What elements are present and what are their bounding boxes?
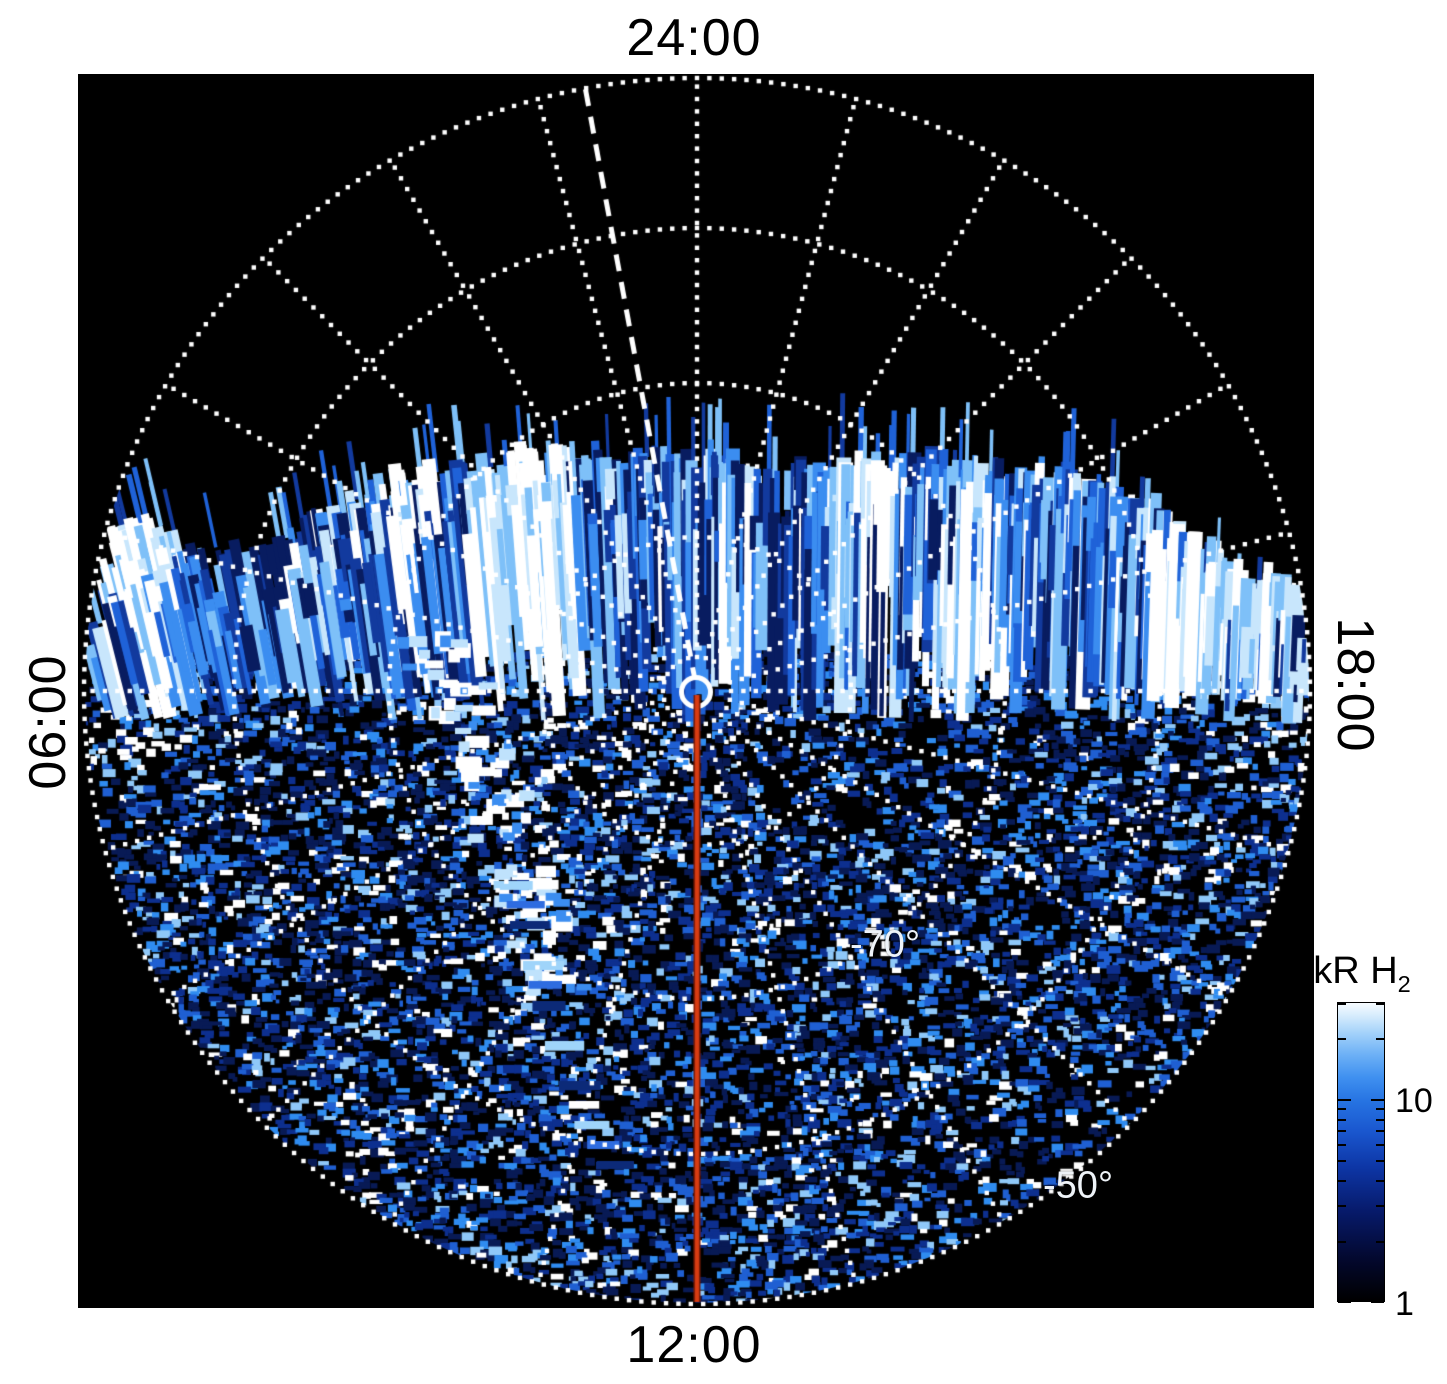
colorbar-tick (1376, 1108, 1384, 1111)
colorbar-tick (1338, 1301, 1351, 1303)
colorbar-tick (1338, 1143, 1346, 1146)
colorbar-tick (1376, 1037, 1384, 1040)
colorbar-title-subscript: 2 (1397, 970, 1411, 997)
colorbar-tick (1376, 1003, 1384, 1005)
colorbar-tick (1338, 1205, 1346, 1208)
colorbar-tick (1338, 1240, 1346, 1243)
colorbar-tick (1376, 1118, 1384, 1121)
colorbar-title-main: kR H (1313, 950, 1398, 993)
colorbar-tick (1376, 1205, 1384, 1208)
colorbar-tick (1371, 1301, 1384, 1303)
local-time-label-midnight: 24:00 (626, 9, 762, 67)
colorbar-tick-label: 1 (1395, 1285, 1414, 1323)
colorbar-tick (1338, 1130, 1346, 1133)
colorbar-tick (1371, 1098, 1384, 1101)
colorbar-tick-label: 10 (1395, 1081, 1433, 1120)
colorbar-tick (1338, 1179, 1346, 1182)
colorbar-tick (1376, 1143, 1384, 1146)
latitude-label: -50° (1042, 1164, 1114, 1207)
colorbar-tick (1338, 1160, 1346, 1163)
colorbar-gradient (1337, 1002, 1385, 1303)
local-time-label-noon: 12:00 (626, 1316, 762, 1374)
colorbar-tick (1376, 1240, 1384, 1243)
colorbar-tick (1376, 1160, 1384, 1163)
latitude-label: -70° (849, 923, 921, 966)
colorbar-tick (1338, 1108, 1346, 1111)
colorbar-tick (1338, 1098, 1351, 1101)
local-time-label-dusk: 18:00 (1326, 617, 1384, 753)
colorbar-tick (1338, 1037, 1346, 1040)
colorbar-tick (1338, 1118, 1346, 1121)
colorbar-tick (1376, 1130, 1384, 1133)
polar-aurora-map (78, 74, 1314, 1308)
colorbar-title: kR H2 (1313, 950, 1411, 998)
local-time-label-dawn: 06:00 (19, 654, 77, 790)
colorbar-tick (1338, 1003, 1346, 1005)
colorbar-tick (1376, 1179, 1384, 1182)
